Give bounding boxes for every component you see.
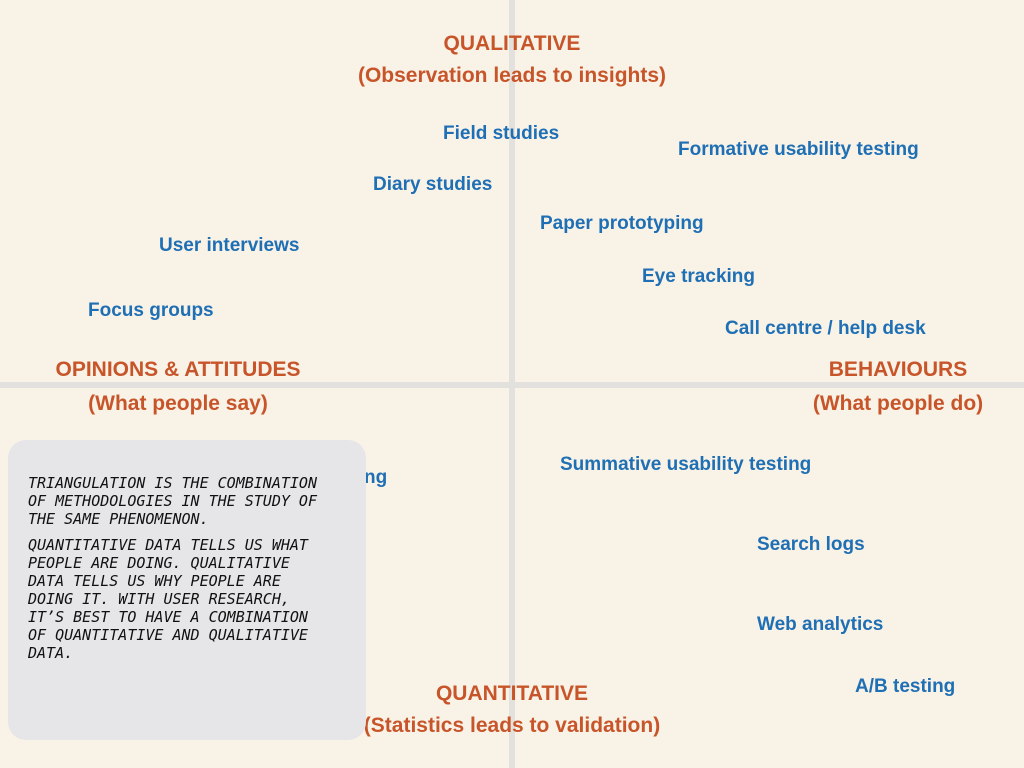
method-diary-studies: Diary studies: [373, 174, 493, 195]
method-paper-prototyping: Paper prototyping: [540, 213, 704, 234]
note-paragraph-1: Triangulation is the combination of meth…: [28, 474, 317, 528]
method-summative-usability-testing: Summative usability testing: [560, 454, 812, 475]
axis-right-label: BEHAVIOURS (What people do): [813, 356, 983, 418]
axis-top-subtitle: (Observation leads to insights): [357, 64, 667, 87]
axis-right-subtitle: (What people do): [812, 392, 984, 415]
axis-bottom-subtitle: (Statistics leads to validation): [363, 714, 661, 737]
axis-top-title: QUALITATIVE: [443, 32, 581, 55]
triangulation-note: Triangulation is the combination of meth…: [8, 440, 366, 740]
axis-right-title: BEHAVIOURS: [828, 358, 968, 381]
axis-left-subtitle: (What people say): [88, 392, 268, 415]
method-focus-groups: Focus groups: [88, 300, 214, 321]
axis-top-label: QUALITATIVE (Observation leads to insigh…: [358, 30, 666, 90]
method-field-studies: Field studies: [443, 123, 560, 144]
axis-left-title: OPINIONS & ATTITUDES: [55, 358, 301, 381]
axis-bottom-label: QUANTITATIVE (Statistics leads to valida…: [364, 680, 660, 740]
method-user-interviews: User interviews: [159, 235, 300, 256]
method-search-logs: Search logs: [757, 534, 865, 555]
method-web-analytics: Web analytics: [757, 614, 884, 635]
axis-bottom-title: QUANTITATIVE: [435, 682, 589, 705]
note-paragraph-2: Quantitative data tells us what people a…: [28, 536, 308, 662]
method-call-centre-help-desk: Call centre / help desk: [725, 318, 926, 339]
horizontal-axis: [0, 382, 1024, 388]
method-formative-usability-testing: Formative usability testing: [678, 139, 919, 160]
method-eye-tracking: Eye tracking: [642, 266, 755, 287]
axis-left-label: OPINIONS & ATTITUDES (What people say): [55, 356, 300, 418]
method-ab-testing: A/B testing: [855, 676, 956, 697]
